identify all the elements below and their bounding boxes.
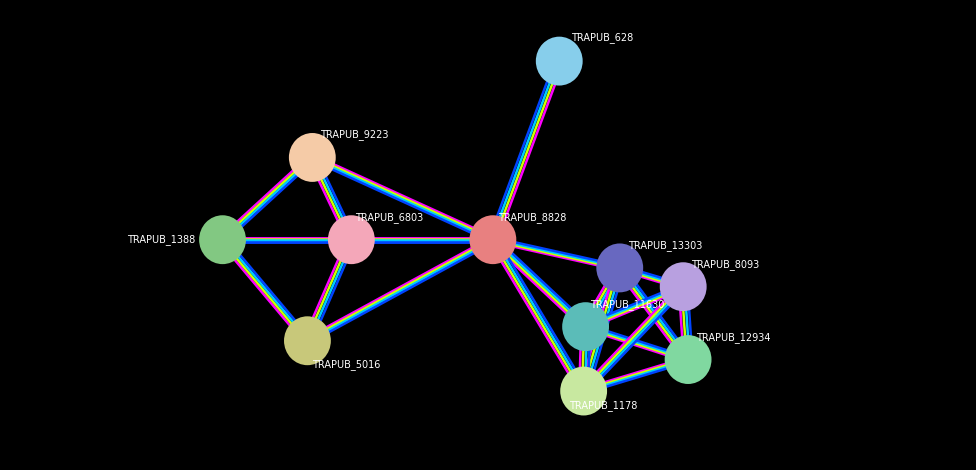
Ellipse shape — [562, 302, 609, 351]
Text: TRAPUB_628: TRAPUB_628 — [571, 32, 633, 43]
Ellipse shape — [284, 316, 331, 365]
Text: TRAPUB_6803: TRAPUB_6803 — [355, 212, 424, 223]
Text: TRAPUB_12934: TRAPUB_12934 — [696, 332, 770, 343]
Ellipse shape — [660, 262, 707, 311]
Text: TRAPUB_1178: TRAPUB_1178 — [569, 400, 637, 411]
Text: TRAPUB_8093: TRAPUB_8093 — [691, 259, 759, 270]
Ellipse shape — [536, 37, 583, 86]
Text: TRAPUB_13303: TRAPUB_13303 — [628, 240, 702, 251]
Text: TRAPUB_8828: TRAPUB_8828 — [498, 212, 566, 223]
Text: TRAPUB_1388: TRAPUB_1388 — [127, 234, 195, 245]
Ellipse shape — [560, 367, 607, 415]
Text: TRAPUB_11630: TRAPUB_11630 — [590, 299, 665, 310]
Ellipse shape — [469, 215, 516, 264]
Text: TRAPUB_9223: TRAPUB_9223 — [320, 129, 388, 140]
Ellipse shape — [665, 335, 712, 384]
Text: TRAPUB_5016: TRAPUB_5016 — [312, 360, 381, 370]
Ellipse shape — [596, 243, 643, 292]
Ellipse shape — [199, 215, 246, 264]
Ellipse shape — [328, 215, 375, 264]
Ellipse shape — [289, 133, 336, 182]
